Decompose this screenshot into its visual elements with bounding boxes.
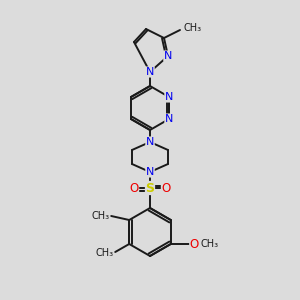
Text: N: N [146,167,154,177]
Text: O: O [161,182,171,194]
Text: N: N [146,137,154,147]
Text: N: N [165,114,173,124]
Text: O: O [190,238,199,250]
Text: N: N [165,92,173,102]
Text: S: S [146,182,154,194]
Text: CH₃: CH₃ [184,23,202,33]
Text: N: N [146,67,154,77]
Text: CH₃: CH₃ [201,239,219,249]
Text: O: O [129,182,139,194]
Text: N: N [164,51,172,61]
Text: CH₃: CH₃ [91,211,109,221]
Text: CH₃: CH₃ [95,248,113,258]
